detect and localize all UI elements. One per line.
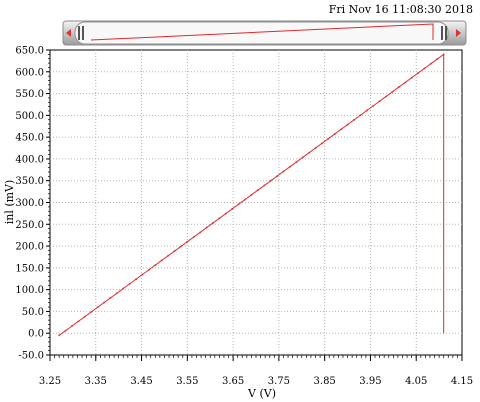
y-tick-label: 450.0 (15, 133, 44, 144)
left-arrow-icon[interactable] (66, 29, 71, 37)
series-point (359, 114, 362, 117)
series-point (346, 123, 349, 126)
series-point (154, 264, 157, 267)
series-point (442, 53, 445, 56)
plot-area (49, 49, 463, 356)
series-point (109, 297, 112, 299)
series-point (115, 292, 118, 295)
series-point (256, 189, 259, 192)
series-point (103, 301, 105, 304)
series-point (327, 137, 330, 140)
series-point (301, 156, 304, 159)
y-tick-label: 500.0 (15, 111, 44, 122)
series-point (321, 142, 323, 145)
x-tick-label: 3.55 (176, 376, 198, 387)
series-point (244, 198, 246, 201)
y-axis-title: inl (mV) (3, 180, 16, 225)
x-tick-label: 3.85 (314, 376, 336, 387)
series-point (263, 184, 266, 187)
series-point (160, 259, 163, 262)
series-point (314, 147, 317, 149)
x-tick-label: 4.15 (451, 376, 473, 387)
y-tick-label: 100.0 (15, 285, 44, 296)
series-point (64, 329, 67, 332)
series-point (135, 278, 137, 281)
series-point (340, 128, 343, 131)
series-point (378, 100, 381, 103)
series-point (365, 109, 368, 112)
series-point (205, 226, 208, 229)
y-tick-label: 200.0 (15, 242, 44, 253)
y-tick-label: 550.0 (15, 89, 44, 100)
series-point (212, 222, 214, 224)
series-point (77, 320, 80, 323)
series-point (192, 236, 195, 238)
series-point (282, 170, 285, 173)
y-tick-label: 300.0 (15, 198, 44, 209)
timestamp: Fri Nov 16 11:08:30 2018 (328, 3, 473, 16)
series-point (288, 165, 291, 168)
series-point (429, 62, 432, 65)
x-tick-label: 3.75 (268, 376, 290, 387)
series-point (385, 95, 387, 98)
y-tick-label: 250.0 (15, 220, 44, 231)
series-point (224, 212, 227, 215)
thumbnail-trace (90, 23, 434, 41)
series-point (237, 203, 240, 206)
y-tick-label: 0.0 (28, 329, 44, 340)
series-point (128, 282, 131, 285)
series-point (147, 268, 150, 271)
series-point (391, 90, 394, 93)
series-point (404, 81, 407, 84)
series-point (218, 217, 221, 220)
left-grip-icon[interactable] (78, 26, 84, 40)
series-point (58, 334, 61, 337)
x-tick-label: 3.35 (85, 376, 107, 387)
series-point (417, 72, 419, 74)
series-point (353, 119, 355, 121)
right-arrow-icon[interactable] (456, 29, 461, 37)
x-tick-label: 3.45 (130, 376, 152, 387)
right-grip-icon[interactable] (441, 26, 447, 40)
series-point (186, 240, 189, 243)
series-point (167, 254, 170, 257)
series-point (276, 175, 278, 178)
x-tick-label: 3.95 (359, 376, 381, 387)
series-point (83, 315, 86, 318)
series-point (436, 58, 439, 60)
series-point (199, 231, 202, 234)
x-tick-label: 3.25 (39, 376, 61, 387)
series-point (231, 208, 234, 210)
series-point (122, 287, 125, 290)
y-tick-label: -50.0 (18, 351, 44, 362)
series-point (333, 133, 336, 135)
series-point (96, 306, 99, 309)
series-point (410, 76, 413, 79)
x-axis-title: V (V) (247, 387, 276, 400)
series-point (372, 104, 375, 107)
series-point (173, 250, 176, 252)
y-tick-label: 150.0 (15, 263, 44, 274)
y-tick-label: 650.0 (15, 46, 44, 57)
series-point (308, 151, 311, 154)
series-point (423, 67, 426, 70)
y-tick-label: 600.0 (15, 67, 44, 78)
series-point (141, 273, 144, 276)
y-tick-label: 400.0 (15, 154, 44, 165)
series-point (180, 245, 182, 248)
series-point (90, 311, 93, 313)
scroll-thumbnail[interactable] (0, 0, 480, 50)
x-tick-label: 3.65 (222, 376, 244, 387)
series-point (250, 193, 253, 196)
y-tick-label: 50.0 (22, 307, 44, 318)
x-tick-label: 4.05 (405, 376, 427, 387)
series-point (295, 161, 298, 163)
series-point (397, 86, 400, 89)
series-point (71, 325, 73, 327)
y-tick-label: 350.0 (15, 176, 44, 187)
series-point (269, 179, 272, 182)
